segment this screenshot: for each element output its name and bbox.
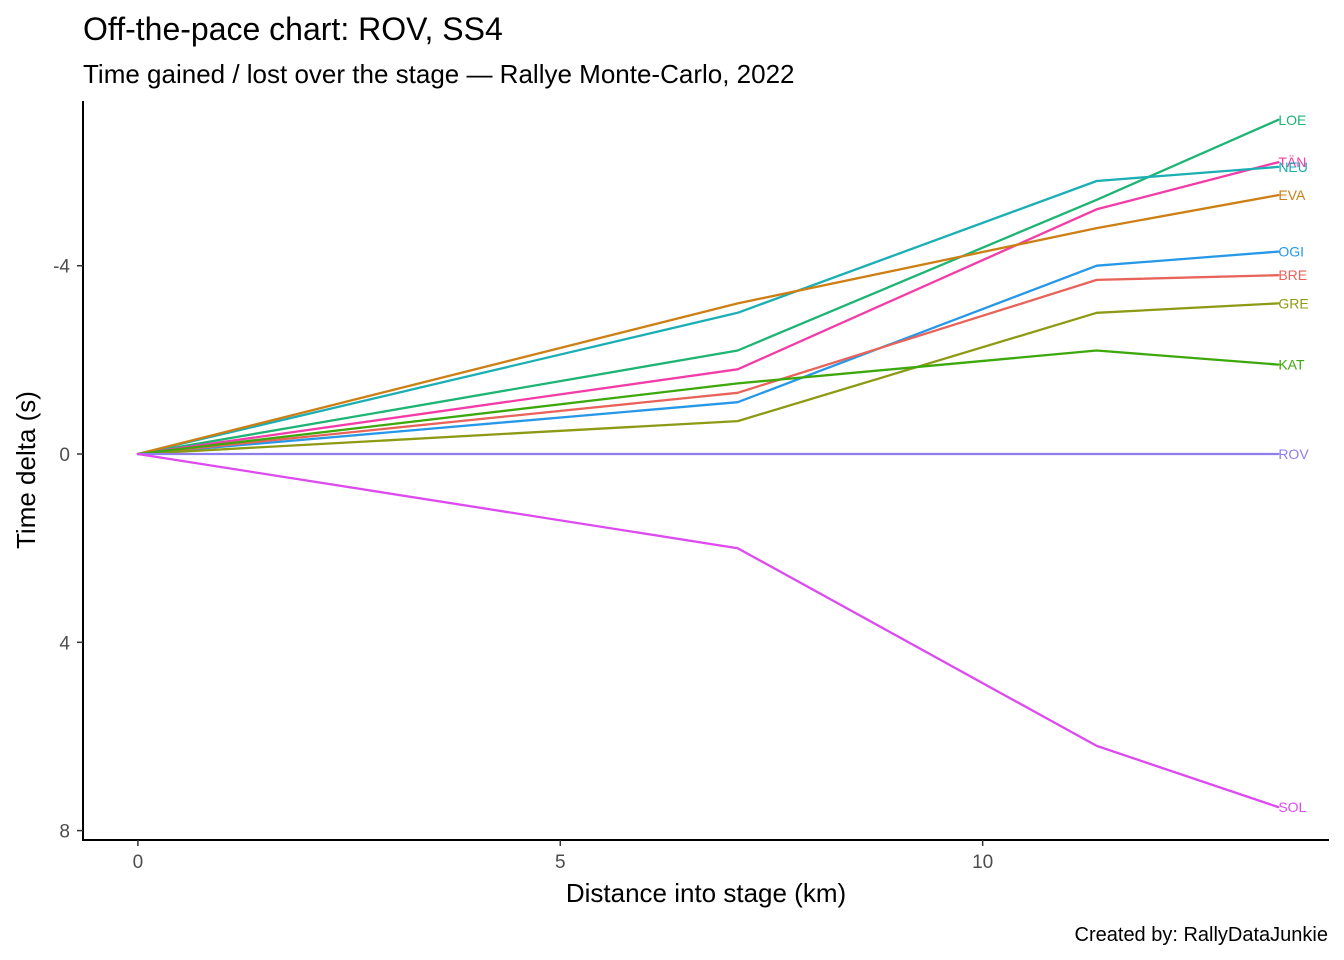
x-tick-label: 0 (133, 852, 144, 873)
y-tick-label: -4 (53, 257, 70, 278)
series-end-label: LOE (1278, 112, 1306, 128)
y-axis-title: Time delta (s) (11, 391, 41, 549)
series-end-label: ROV (1278, 446, 1309, 462)
y-ticks: -4 0 4 8 (53, 257, 83, 843)
series-line-bre (136, 274, 1280, 456)
axes (82, 101, 1329, 841)
chart-caption: Created by: RallyDataJunkie (1075, 924, 1328, 946)
series-end-label: TÄN (1278, 154, 1306, 170)
series-end-label: KAT (1278, 357, 1305, 373)
series-end-label: OGI (1278, 244, 1304, 260)
series-line-tän (136, 161, 1280, 456)
series-line-ogi (136, 250, 1280, 456)
chart-title: Off-the-pace chart: ROV, SS4 (83, 11, 503, 47)
y-tick-label: 4 (59, 633, 70, 654)
series-line-neu (136, 165, 1280, 456)
series-end-label: GRE (1278, 295, 1308, 311)
chart-subtitle: Time gained / lost over the stage — Rall… (83, 59, 795, 89)
series-line-loe (136, 118, 1280, 456)
y-tick-label: 8 (59, 822, 70, 843)
series-end-label: NEU (1278, 159, 1308, 175)
series-line-eva (136, 193, 1280, 456)
x-ticks: 0 5 10 (133, 840, 993, 873)
series-line-sol (136, 452, 1280, 809)
series-end-label: EVA (1278, 187, 1306, 203)
series-line-gre (136, 302, 1280, 456)
series-lines (136, 118, 1280, 809)
x-axis-title: Distance into stage (km) (566, 878, 846, 908)
series-end-label: SOL (1278, 799, 1306, 815)
y-tick-label: 0 (59, 445, 70, 466)
x-tick-label: 5 (555, 852, 566, 873)
series-end-label: BRE (1278, 267, 1307, 283)
x-tick-label: 10 (972, 852, 993, 873)
series-line-kat (136, 349, 1280, 456)
